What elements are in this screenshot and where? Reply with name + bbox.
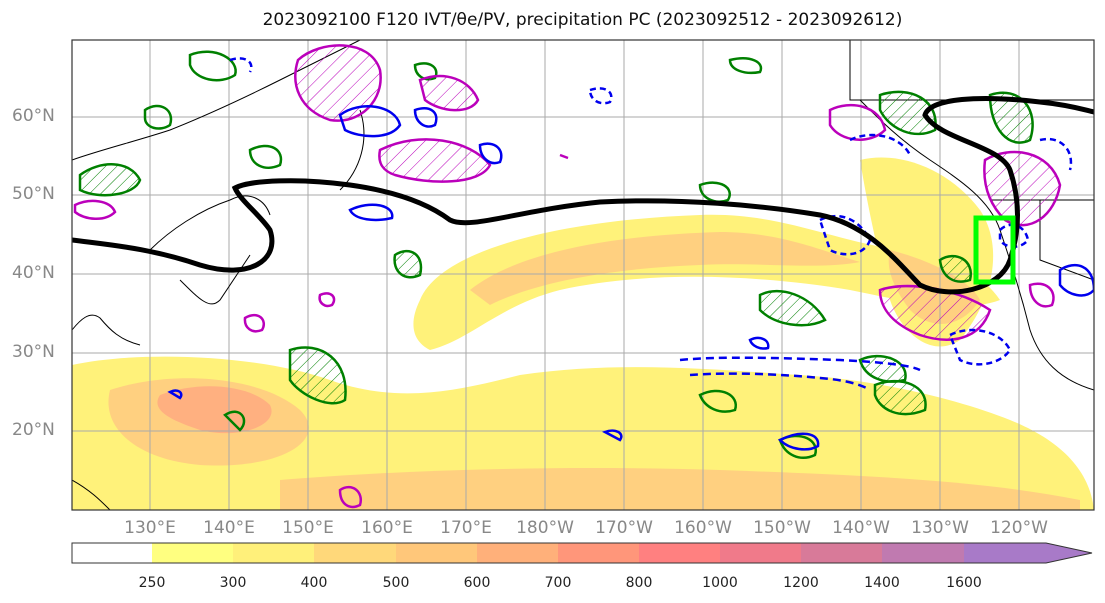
colorbar-tick-label: 600 (463, 575, 491, 591)
lat-label-20n: 20°N (12, 420, 55, 440)
colorbar-swatch (639, 543, 720, 563)
precip-magenta-contours (73, 44, 1062, 509)
colorbar-white-segment (72, 543, 152, 563)
colorbar-swatch (558, 543, 639, 563)
lon-label-180w: 180°W (516, 518, 574, 538)
lon-label-120w: 120°W (990, 518, 1048, 538)
colorbar-tick-label: 300 (219, 575, 247, 591)
colorbar-swatch (314, 543, 396, 563)
colorbar-swatch (720, 543, 801, 563)
colorbar-swatch (882, 543, 964, 563)
colorbar-swatch (396, 543, 477, 563)
ivt-band-central-pacific (413, 214, 1000, 350)
colorbar-swatch (801, 543, 882, 563)
colorbar (71, 542, 1093, 564)
lon-label-160e: 160°E (361, 518, 413, 538)
lat-label-30n: 30°N (12, 342, 55, 362)
lat-label-50n: 50°N (12, 184, 55, 204)
colorbar-tick-label: 1000 (702, 575, 738, 591)
lat-label-40n: 40°N (12, 263, 55, 283)
colorbar-tick-label: 250 (138, 575, 166, 591)
precip-green-contours (78, 50, 1034, 459)
colorbar-tick-label: 800 (625, 575, 653, 591)
colorbar-swatch (233, 543, 314, 563)
lon-label-160w: 160°W (674, 518, 732, 538)
lon-label-130w: 130°W (911, 518, 969, 538)
colorbar-outline (71, 542, 1093, 564)
ivt-band-central-pacific-core (470, 232, 860, 305)
colorbar-tick-label: 1600 (946, 575, 982, 591)
colorbar-tick-label: 1200 (783, 575, 819, 591)
colorbar-extend-arrow (964, 543, 1092, 563)
colorbar-tick-label: 1400 (864, 575, 900, 591)
colorbar-swatch (152, 543, 233, 563)
ivt-shading (72, 157, 1094, 510)
colorbar-tick-label: 400 (300, 575, 328, 591)
colorbar-tick-label: 500 (382, 575, 410, 591)
highlight-box (973, 215, 1016, 285)
figure-title: 2023092100 F120 IVT/θe/PV, precipitation… (262, 10, 903, 30)
lon-label-150e: 150°E (282, 518, 334, 538)
lon-label-130e: 130°E (124, 518, 176, 538)
lon-label-170w: 170°W (595, 518, 653, 538)
lon-label-140w: 140°W (832, 518, 890, 538)
colorbar-tick-label: 700 (544, 575, 572, 591)
map-frame (71, 39, 1095, 511)
lat-label-60n: 60°N (12, 106, 55, 126)
ivt-band-lower-right (280, 468, 1080, 510)
lon-label-140e: 140°E (203, 518, 255, 538)
graticule (72, 40, 1094, 510)
colorbar-swatch (477, 543, 558, 563)
theta-e-contour (72, 95, 1094, 295)
lon-label-150w: 150°W (753, 518, 811, 538)
lon-label-170e: 170°E (440, 518, 492, 538)
